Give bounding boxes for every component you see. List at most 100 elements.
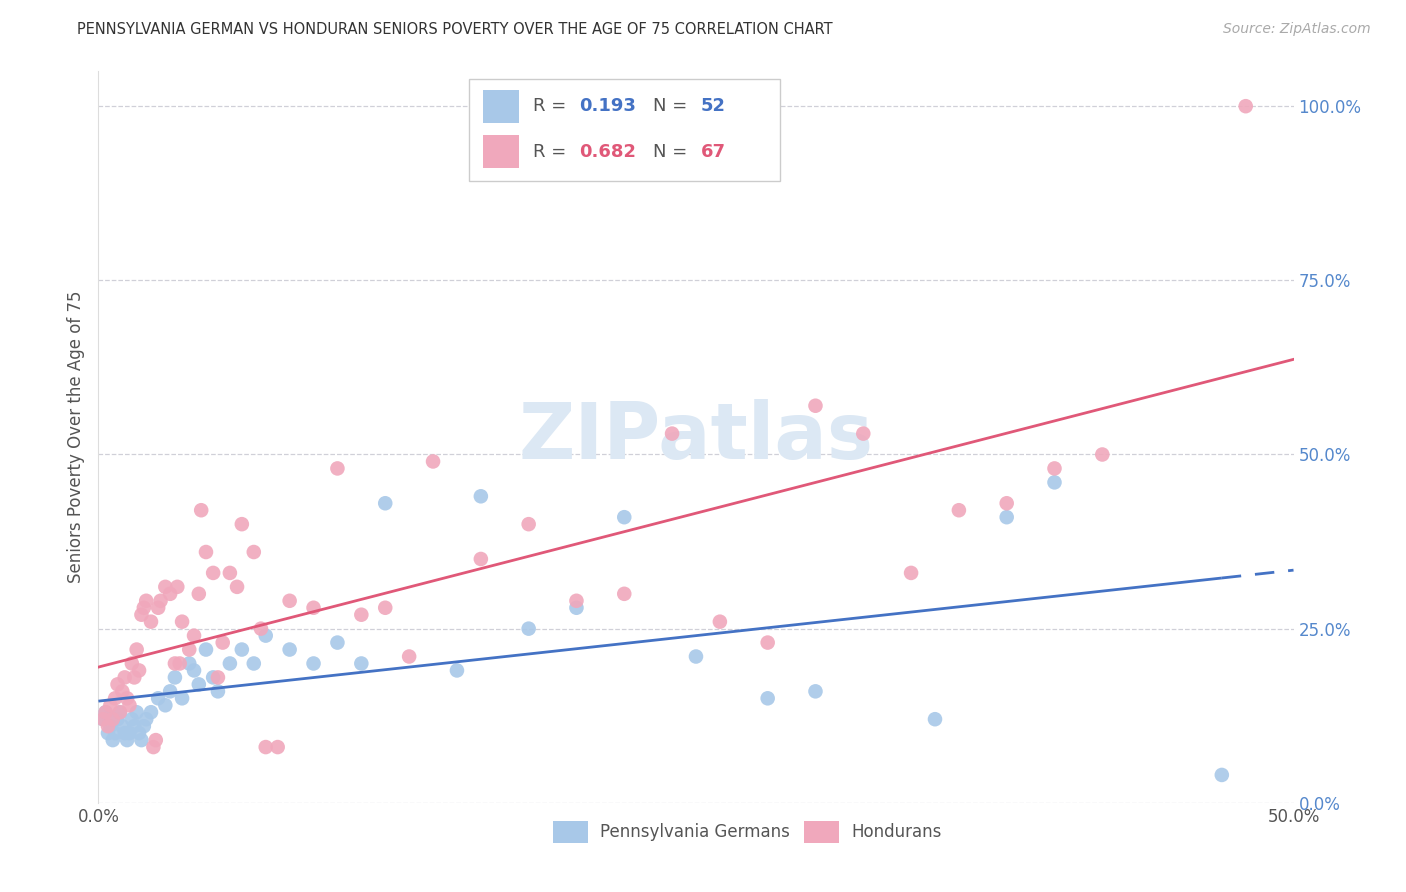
Point — [195, 545, 218, 559]
Point — [118, 698, 141, 713]
Point — [124, 670, 146, 684]
Point — [195, 642, 218, 657]
Point — [166, 580, 188, 594]
Point — [139, 705, 162, 719]
Point — [374, 496, 396, 510]
Point — [350, 607, 373, 622]
Point — [1043, 461, 1066, 475]
Point — [1211, 768, 1233, 782]
Point — [163, 657, 186, 671]
Point — [97, 726, 120, 740]
Point — [128, 726, 150, 740]
Point — [101, 712, 124, 726]
Point — [374, 600, 396, 615]
Point — [207, 670, 229, 684]
Point — [187, 587, 209, 601]
Point — [128, 664, 150, 678]
Point — [145, 733, 167, 747]
Point — [613, 510, 636, 524]
Point — [422, 454, 444, 468]
Point — [98, 719, 122, 733]
Text: N =: N = — [652, 97, 693, 115]
Point — [183, 664, 205, 678]
Point — [1043, 475, 1066, 490]
Point — [148, 600, 170, 615]
Point — [226, 580, 249, 594]
Text: 67: 67 — [700, 143, 725, 161]
Point — [924, 712, 946, 726]
Point — [804, 399, 827, 413]
Point — [114, 670, 136, 684]
Bar — [484, 136, 519, 169]
Y-axis label: Seniors Poverty Over the Age of 75: Seniors Poverty Over the Age of 75 — [66, 291, 84, 583]
Point — [179, 657, 201, 671]
Point — [190, 503, 212, 517]
Point — [995, 496, 1018, 510]
Point — [219, 657, 242, 671]
Point — [900, 566, 922, 580]
Point — [852, 426, 875, 441]
Text: ZIPatlas: ZIPatlas — [519, 399, 873, 475]
Text: Pennsylvania Germans: Pennsylvania Germans — [600, 823, 790, 841]
Point — [104, 726, 127, 740]
Point — [101, 733, 124, 747]
Point — [132, 719, 155, 733]
Point — [125, 705, 148, 719]
Point — [121, 712, 143, 726]
Point — [565, 594, 588, 608]
Bar — [484, 90, 519, 123]
Point — [350, 657, 373, 671]
Point — [231, 517, 253, 532]
Point — [121, 657, 143, 671]
Point — [995, 510, 1018, 524]
Point — [179, 642, 201, 657]
Point — [104, 691, 127, 706]
Point — [131, 607, 153, 622]
Point — [142, 740, 165, 755]
Point — [231, 642, 253, 657]
Point — [517, 517, 540, 532]
Point — [125, 642, 148, 657]
Point — [661, 426, 683, 441]
Point — [148, 691, 170, 706]
Text: R =: R = — [533, 143, 572, 161]
Point — [1234, 99, 1257, 113]
Point — [187, 677, 209, 691]
Point — [398, 649, 420, 664]
Point — [107, 677, 129, 691]
Point — [149, 594, 172, 608]
Point — [709, 615, 731, 629]
Point — [159, 684, 181, 698]
Point — [131, 733, 153, 747]
Text: Hondurans: Hondurans — [852, 823, 942, 841]
Point — [135, 594, 157, 608]
Text: 0.682: 0.682 — [579, 143, 636, 161]
Point — [243, 545, 266, 559]
Point — [155, 698, 177, 713]
Point — [163, 670, 186, 684]
Point — [211, 635, 233, 649]
Point — [155, 580, 177, 594]
Point — [446, 664, 468, 678]
Point — [613, 587, 636, 601]
Point — [118, 726, 141, 740]
Point — [108, 705, 131, 719]
Point — [111, 719, 134, 733]
Point — [107, 712, 129, 726]
Point — [254, 629, 277, 643]
Point — [124, 719, 146, 733]
Point — [243, 657, 266, 671]
Point — [91, 712, 114, 726]
Point — [278, 594, 301, 608]
Point — [202, 566, 225, 580]
Point — [470, 489, 492, 503]
Point — [207, 684, 229, 698]
Point — [169, 657, 191, 671]
Point — [517, 622, 540, 636]
Point — [98, 698, 122, 713]
Point — [108, 705, 131, 719]
Point — [302, 600, 325, 615]
Point — [111, 684, 134, 698]
Point — [267, 740, 290, 755]
Point — [219, 566, 242, 580]
